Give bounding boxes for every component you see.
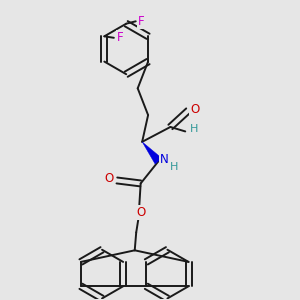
Text: O: O bbox=[136, 206, 145, 219]
Text: F: F bbox=[138, 15, 145, 28]
Text: H: H bbox=[170, 162, 178, 172]
Text: F: F bbox=[116, 31, 123, 44]
Text: H: H bbox=[190, 124, 198, 134]
Polygon shape bbox=[142, 142, 162, 164]
Text: N: N bbox=[160, 154, 169, 166]
Text: O: O bbox=[105, 172, 114, 185]
Text: O: O bbox=[190, 103, 200, 116]
